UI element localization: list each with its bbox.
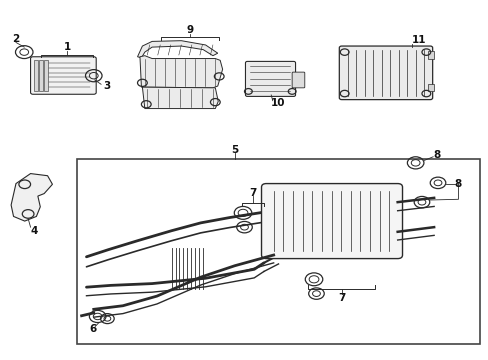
Text: 9: 9 [186, 25, 193, 35]
Bar [34, 60, 38, 91]
Text: 8: 8 [454, 179, 461, 189]
FancyBboxPatch shape [291, 72, 304, 88]
FancyBboxPatch shape [339, 46, 432, 100]
FancyBboxPatch shape [261, 184, 402, 258]
Text: 10: 10 [270, 98, 284, 108]
Text: 4: 4 [31, 226, 38, 236]
Bar [427, 84, 433, 91]
Polygon shape [140, 56, 222, 88]
Text: 1: 1 [63, 42, 70, 52]
Bar [77, 158, 479, 344]
FancyBboxPatch shape [30, 57, 96, 94]
Text: 8: 8 [432, 150, 439, 160]
Text: 11: 11 [410, 35, 425, 45]
Polygon shape [11, 174, 52, 221]
Text: 7: 7 [249, 188, 256, 198]
FancyBboxPatch shape [245, 62, 295, 96]
Polygon shape [137, 41, 217, 58]
Bar [43, 60, 47, 91]
Text: 6: 6 [89, 324, 96, 334]
Text: 2: 2 [12, 34, 20, 44]
Text: 3: 3 [103, 81, 111, 91]
Bar [39, 60, 42, 91]
Polygon shape [142, 87, 218, 109]
Bar [427, 51, 433, 59]
Text: 7: 7 [337, 293, 345, 303]
Text: 5: 5 [231, 145, 238, 155]
